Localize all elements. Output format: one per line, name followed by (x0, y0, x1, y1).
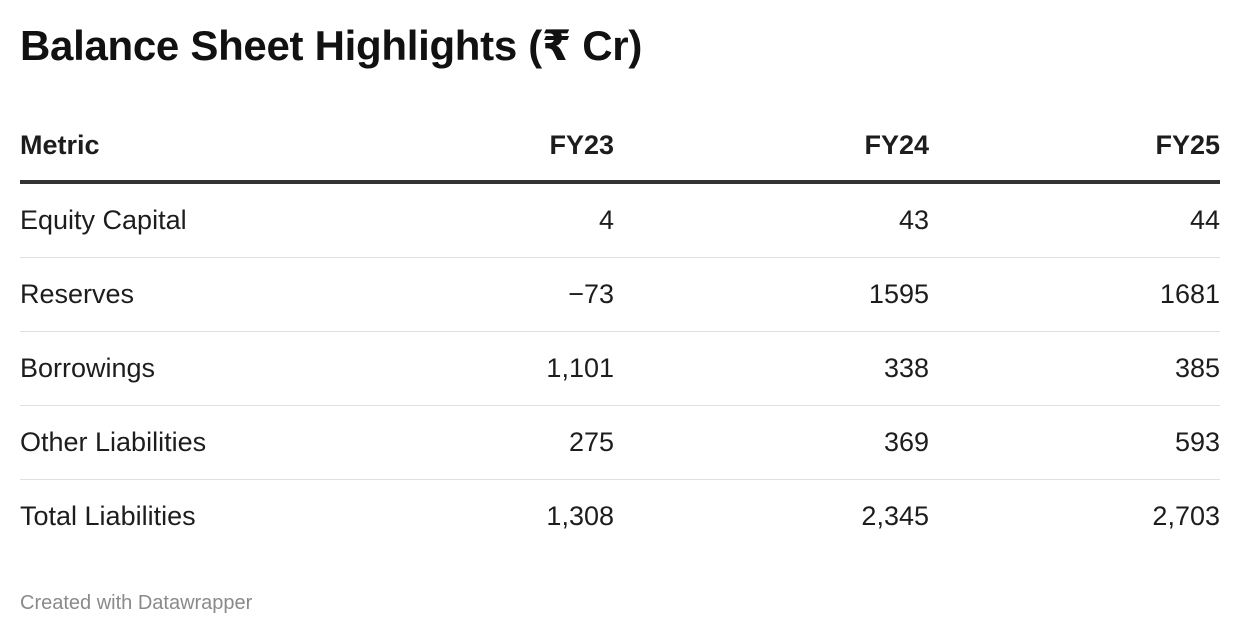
column-header-fy25: FY25 (929, 110, 1220, 184)
cell-fy24: 43 (614, 182, 929, 258)
cell-fy24: 338 (614, 331, 929, 406)
cell-fy23: 275 (400, 405, 614, 480)
cell-fy23: −73 (400, 257, 614, 332)
page-title: Balance Sheet Highlights (₹ Cr) (20, 22, 643, 69)
cell-fy25: 385 (929, 331, 1220, 406)
table-row: Other Liabilities 275 369 593 (20, 405, 1220, 480)
column-header-fy23: FY23 (400, 110, 614, 184)
cell-fy25: 1681 (929, 257, 1220, 332)
table-row: Equity Capital 4 43 44 (20, 182, 1220, 258)
table-row: Total Liabilities 1,308 2,345 2,703 (20, 480, 1220, 554)
cell-fy25: 2,703 (1152, 501, 1220, 531)
row-label: Reserves (20, 257, 400, 332)
row-label: Equity Capital (20, 182, 400, 258)
cell-fy25: 44 (929, 182, 1220, 258)
cell-fy25: 593 (929, 405, 1220, 480)
table-row: Reserves −73 1595 1681 (20, 257, 1220, 332)
cell-fy24: 2,345 (861, 501, 929, 531)
row-label: Total Liabilities (20, 501, 196, 531)
row-label: Borrowings (20, 331, 400, 406)
cell-fy23: 1,101 (400, 331, 614, 406)
row-label: Other Liabilities (20, 405, 400, 480)
cell-fy23: 4 (400, 182, 614, 258)
balance-sheet-table: Metric FY23 FY24 FY25 Equity Capital 4 4… (20, 110, 1220, 553)
column-header-fy24: FY24 (614, 110, 929, 184)
column-header-metric: Metric (20, 110, 400, 184)
cell-fy23: 1,308 (546, 501, 614, 531)
cell-fy24: 1595 (614, 257, 929, 332)
header-row: Metric FY23 FY24 FY25 (20, 110, 1220, 184)
table-body: Equity Capital 4 43 44 Reserves −73 1595… (20, 182, 1220, 553)
table-header: Metric FY23 FY24 FY25 (20, 110, 1220, 184)
cell-fy24: 369 (614, 405, 929, 480)
table-row: Borrowings 1,101 338 385 (20, 331, 1220, 406)
attribution-footer: Created with Datawrapper (20, 592, 253, 614)
